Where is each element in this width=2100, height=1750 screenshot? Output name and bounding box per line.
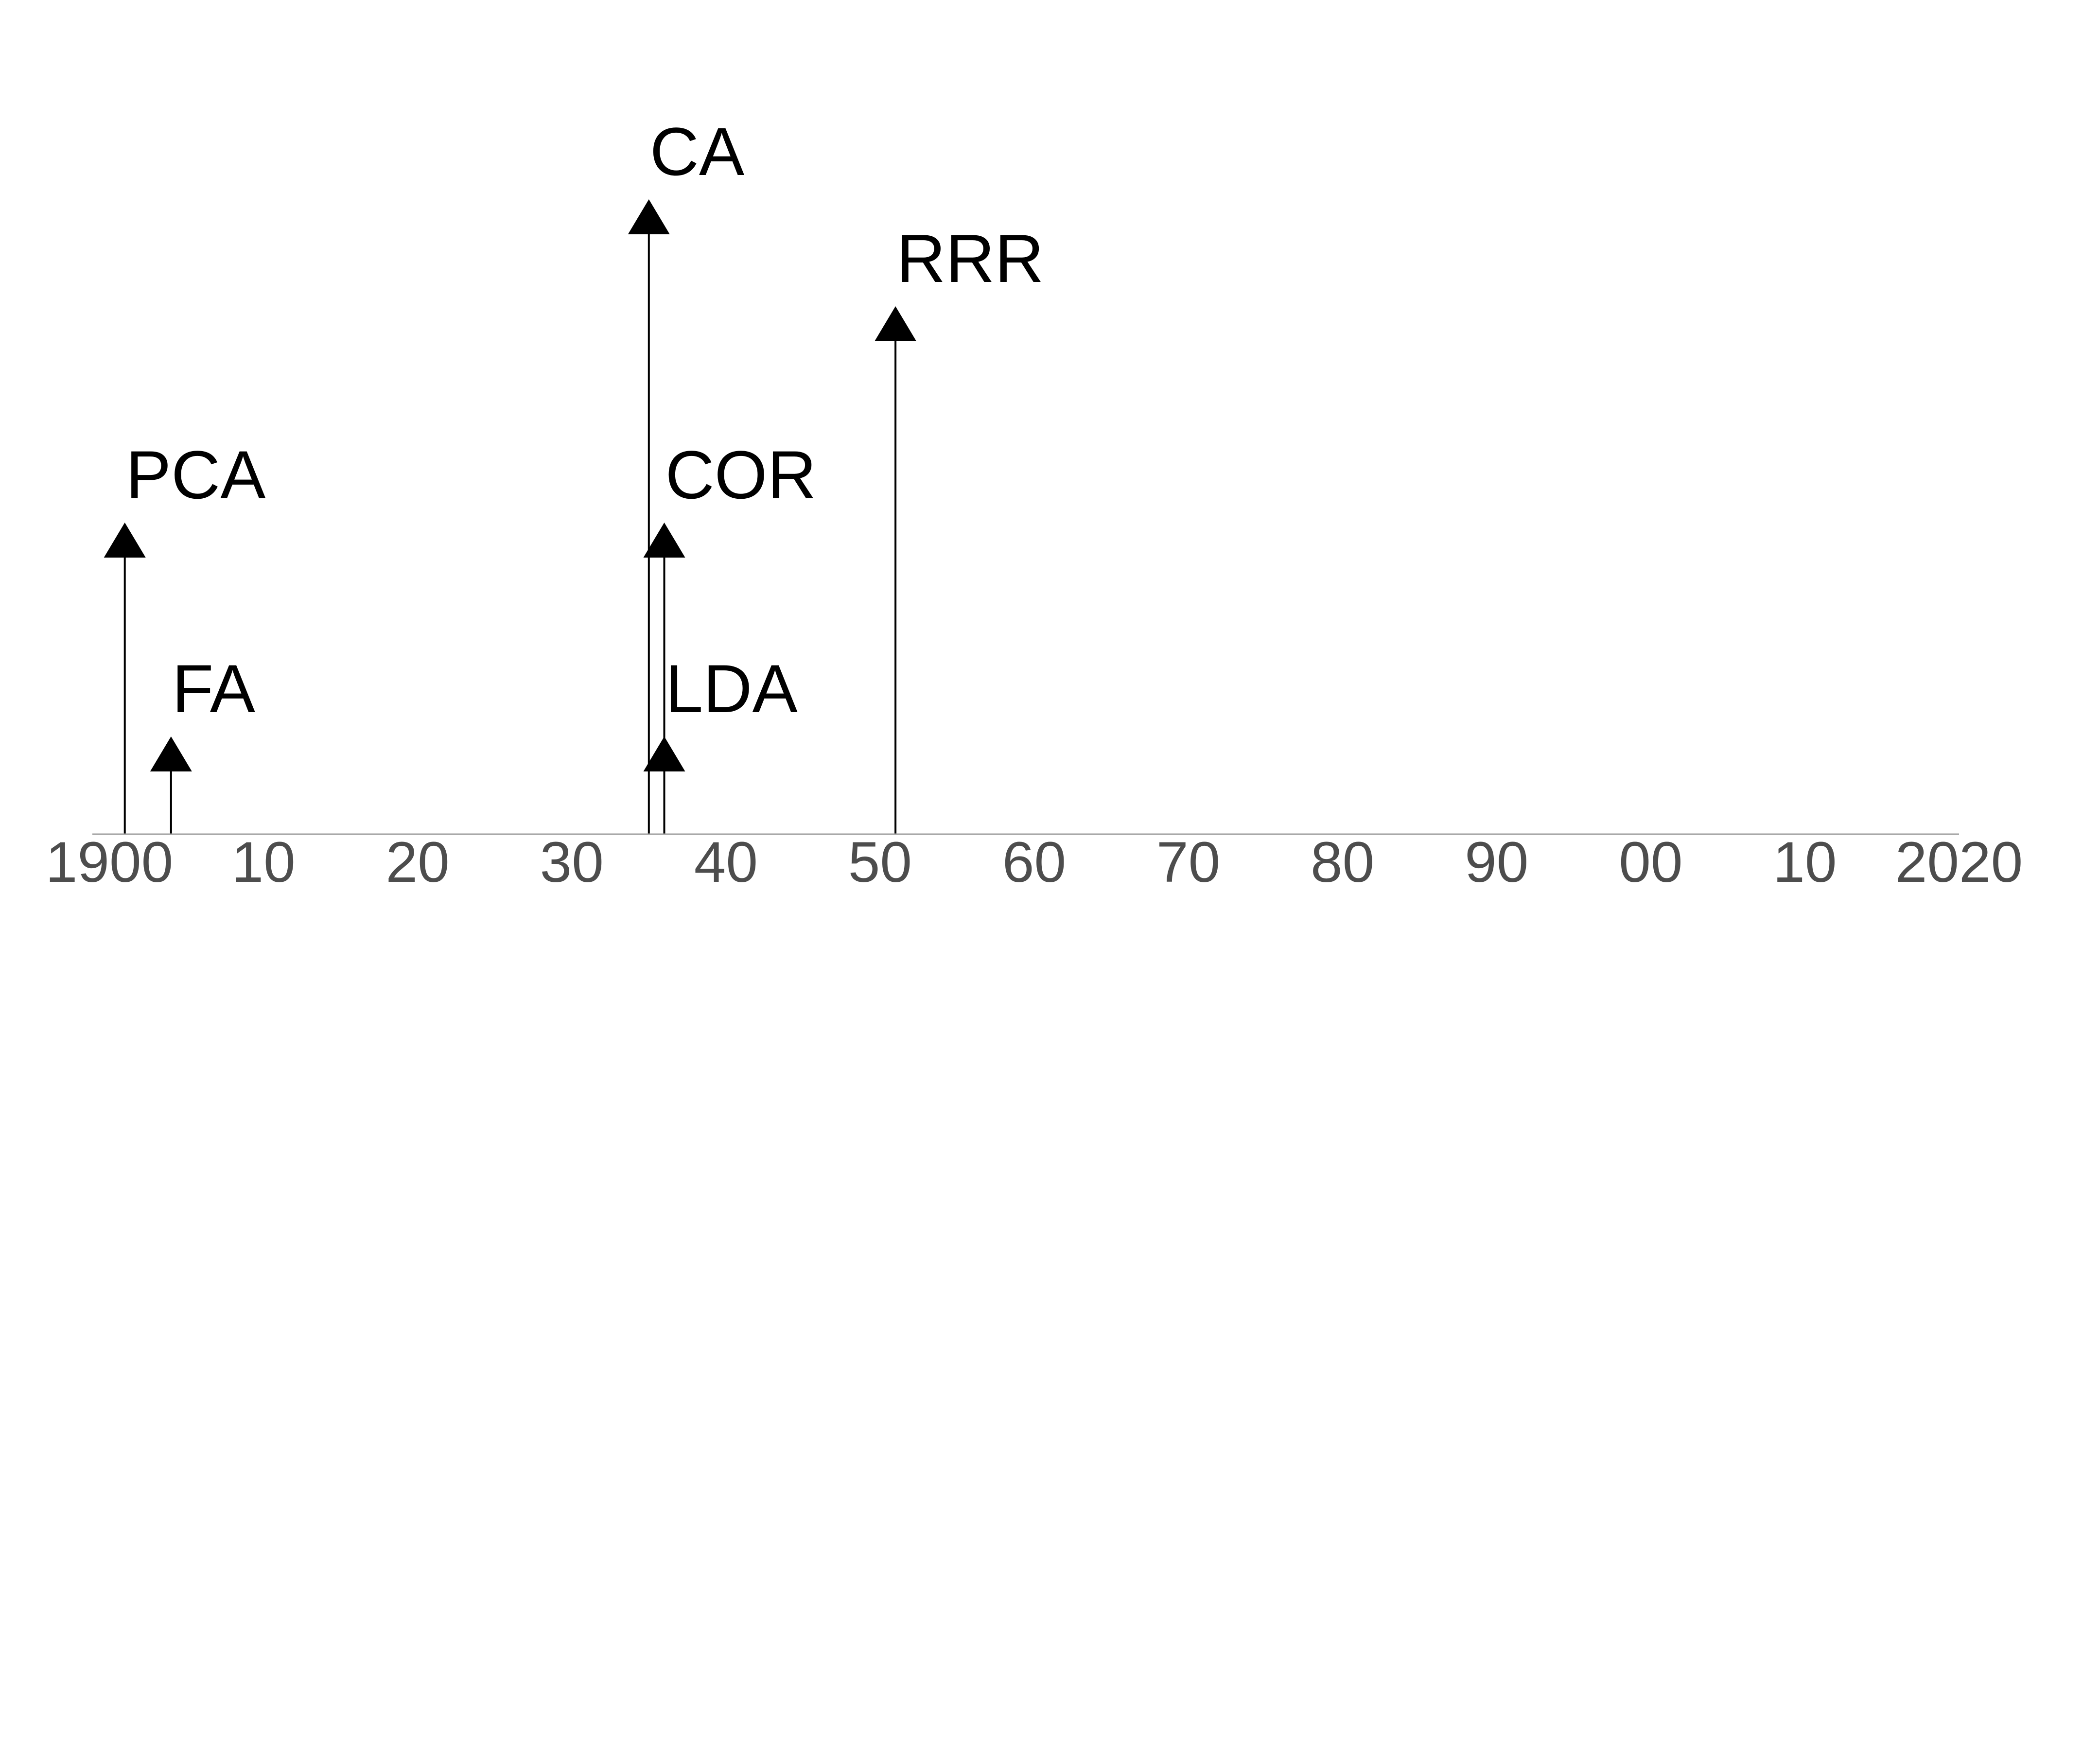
event-arrowhead bbox=[875, 306, 917, 341]
x-tick-label: 30 bbox=[540, 830, 604, 894]
x-tick-label: 40 bbox=[694, 830, 758, 894]
event-layer: PCA FA CA COR LDA RRR bbox=[104, 113, 1044, 834]
x-tick-label: 1900 bbox=[46, 830, 174, 894]
event-arrowhead bbox=[643, 523, 685, 558]
event-marker: FA bbox=[150, 650, 256, 834]
event-arrowhead bbox=[150, 736, 192, 771]
event-marker: LDA bbox=[643, 650, 798, 834]
x-tick-label: 50 bbox=[848, 830, 912, 894]
event-arrowhead bbox=[643, 736, 685, 771]
x-tick-label: 10 bbox=[231, 830, 295, 894]
event-label: FA bbox=[172, 650, 256, 727]
event-marker: CA bbox=[628, 113, 745, 834]
event-marker: COR bbox=[643, 437, 817, 834]
event-arrowhead bbox=[104, 523, 146, 558]
event-label: COR bbox=[665, 437, 817, 513]
event-label: CA bbox=[650, 113, 745, 190]
event-label: PCA bbox=[126, 437, 266, 513]
event-label: RRR bbox=[896, 220, 1044, 297]
x-tick-label: 60 bbox=[1002, 830, 1066, 894]
x-tick-label: 80 bbox=[1311, 830, 1374, 894]
x-tick-label: 00 bbox=[1619, 830, 1682, 894]
x-tick-label: 2020 bbox=[1895, 830, 2023, 894]
x-tick-label: 70 bbox=[1156, 830, 1220, 894]
x-axis-ticks: 1900 10 20 30 40 50 60 70 80 90 00 10 2020 bbox=[46, 830, 2023, 894]
event-label: LDA bbox=[665, 650, 798, 727]
event-marker: PCA bbox=[104, 437, 266, 834]
x-tick-label: 90 bbox=[1465, 830, 1528, 894]
x-tick-label: 10 bbox=[1773, 830, 1837, 894]
event-marker: RRR bbox=[875, 220, 1044, 834]
x-tick-label: 20 bbox=[386, 830, 450, 894]
event-arrowhead bbox=[628, 199, 670, 234]
